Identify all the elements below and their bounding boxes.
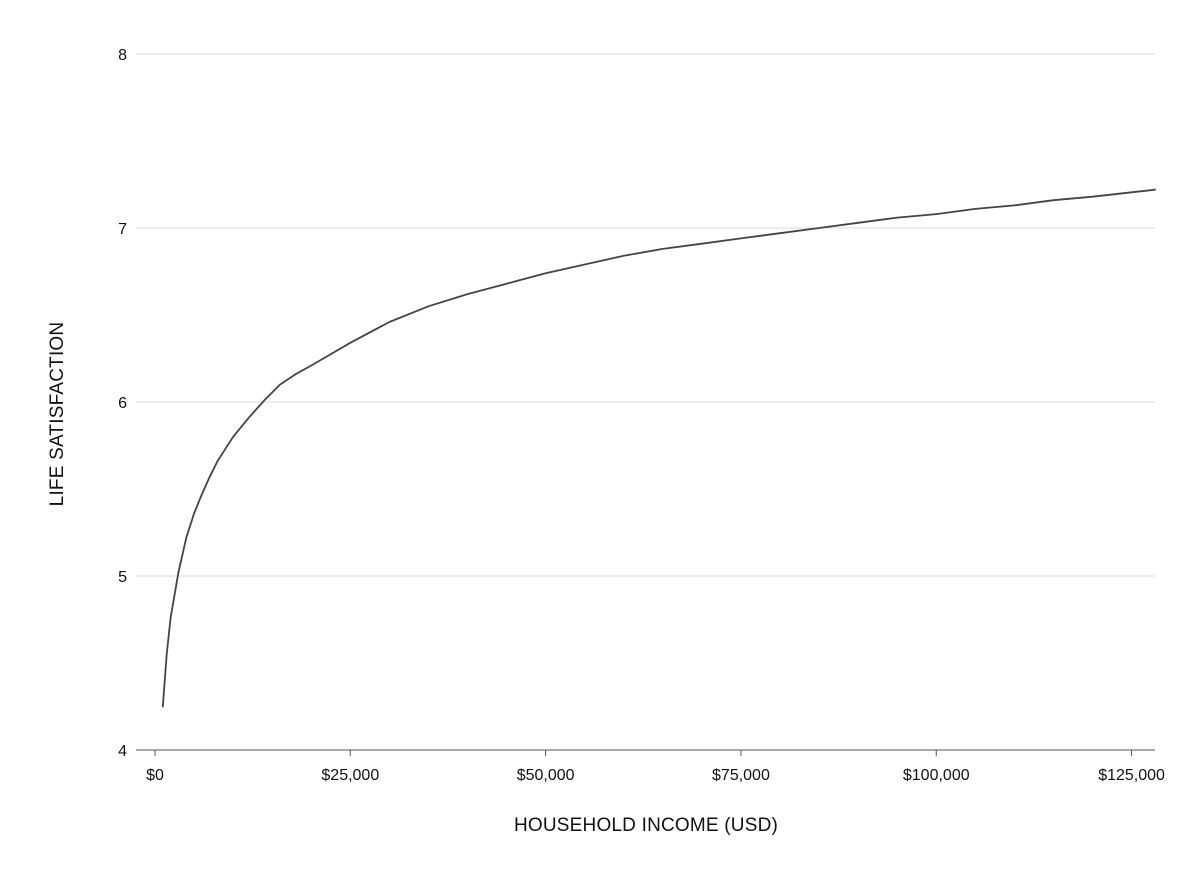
x-tick-label: $0 [146,767,164,784]
x-tick-label: $25,000 [321,767,379,784]
y-tick-label: 7 [118,221,127,238]
x-tick-label: $50,000 [517,767,575,784]
y-axis-title: LIFE SATISFACTION [47,322,68,507]
series-layer [161,188,1156,708]
y-tick-label: 5 [118,569,127,586]
x-tick-label: $125,000 [1098,767,1165,784]
x-tick-label: $75,000 [712,767,770,784]
x-tick-label: $100,000 [903,767,970,784]
series-line [161,188,1156,708]
axes: 4 5 6 7 8 $0 $25,000 $50,000 $75,000 $100,000 $125… [118,47,1165,784]
gridlines [136,53,1155,577]
y-tick-label: 8 [118,47,127,64]
y-tick-label: 4 [118,743,127,760]
x-axis-title: HOUSEHOLD INCOME (USD) [514,815,778,836]
y-tick-label: 6 [118,395,127,412]
